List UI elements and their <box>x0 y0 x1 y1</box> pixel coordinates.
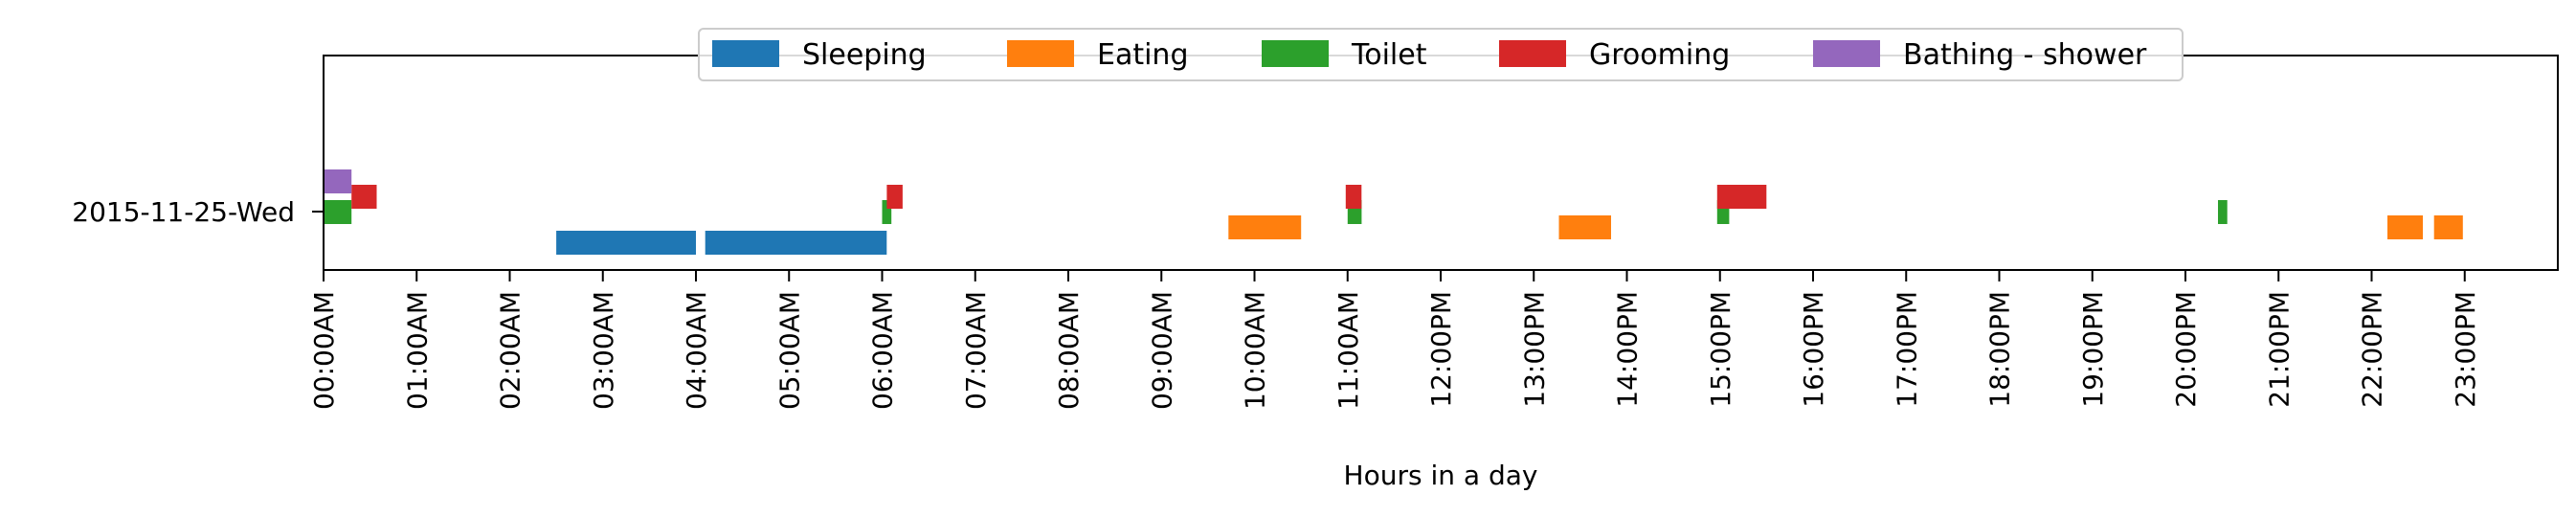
x-tick-label: 06:00AM <box>867 291 899 410</box>
bar-sleeping-1 <box>705 231 887 255</box>
x-tick-label: 00:00AM <box>308 291 340 410</box>
bar-grooming-3 <box>1716 185 1767 209</box>
bar-bathing-shower-0 <box>324 169 352 193</box>
bar-toilet-0 <box>324 200 352 224</box>
legend: Sleeping Eating Toilet Grooming Bathing - sh… <box>698 28 2184 81</box>
bar-eating-3 <box>2433 215 2463 239</box>
x-axis-label: Hours in a day <box>1344 460 1538 491</box>
legend-label-toilet: Toilet <box>1351 38 1427 72</box>
y-axis: 2015-11-25-Wed <box>72 196 324 228</box>
x-tick-label: 16:00PM <box>1798 291 1829 408</box>
bar-sleeping-0 <box>556 231 696 255</box>
x-tick-label: 05:00AM <box>773 291 805 410</box>
bar-toilet-4 <box>2218 200 2228 224</box>
x-tick-label: 20:00PM <box>2170 291 2202 408</box>
x-tick-label: 03:00AM <box>588 291 619 410</box>
legend-swatch-bathing-shower <box>1813 40 1880 67</box>
x-tick-label: 07:00AM <box>960 291 992 410</box>
x-tick-label: 01:00AM <box>401 291 433 410</box>
x-tick-label: 14:00PM <box>1612 291 1644 408</box>
x-tick-label: 13:00PM <box>1518 291 1550 408</box>
x-tick-label: 15:00PM <box>1705 291 1736 408</box>
x-tick-label: 09:00AM <box>1146 291 1177 410</box>
bar-eating-1 <box>1558 215 1611 239</box>
bar-toilet-1 <box>882 200 892 224</box>
y-tick-label: 2015-11-25-Wed <box>72 196 295 228</box>
x-tick-label: 02:00AM <box>495 291 526 410</box>
x-tick-label: 04:00AM <box>681 291 712 410</box>
legend-swatch-toilet <box>1262 40 1329 67</box>
x-tick-label: 23:00PM <box>2450 291 2481 408</box>
legend-swatch-sleeping <box>712 40 779 67</box>
x-tick-label: 17:00PM <box>1891 291 1922 408</box>
bars-layer <box>324 169 2463 255</box>
x-tick-label: 22:00PM <box>2357 291 2388 408</box>
x-axis: 00:00AM 01:00AM 02:00AM 03:00AM 04:00AM 05:00… <box>308 270 2481 410</box>
x-tick-label: 12:00PM <box>1425 291 1457 408</box>
x-tick-label: 08:00AM <box>1053 291 1085 410</box>
x-tick-label: 18:00PM <box>1984 291 2016 408</box>
legend-label-bathing-shower: Bathing - shower <box>1903 38 2147 72</box>
x-tick-label: 21:00PM <box>2263 291 2295 408</box>
bar-eating-2 <box>2387 215 2423 239</box>
bar-grooming-0 <box>351 185 377 209</box>
x-tick-label: 10:00AM <box>1240 291 1271 410</box>
legend-swatch-eating <box>1007 40 1074 67</box>
legend-swatch-grooming <box>1499 40 1566 67</box>
bar-grooming-2 <box>1345 185 1362 209</box>
bar-eating-0 <box>1228 215 1302 239</box>
legend-label-eating: Eating <box>1097 38 1189 72</box>
legend-label-sleeping: Sleeping <box>802 38 927 72</box>
x-tick-label: 19:00PM <box>2077 291 2109 408</box>
legend-label-grooming: Grooming <box>1589 38 1730 72</box>
x-tick-label: 11:00AM <box>1333 291 1364 410</box>
bar-grooming-1 <box>886 185 903 209</box>
